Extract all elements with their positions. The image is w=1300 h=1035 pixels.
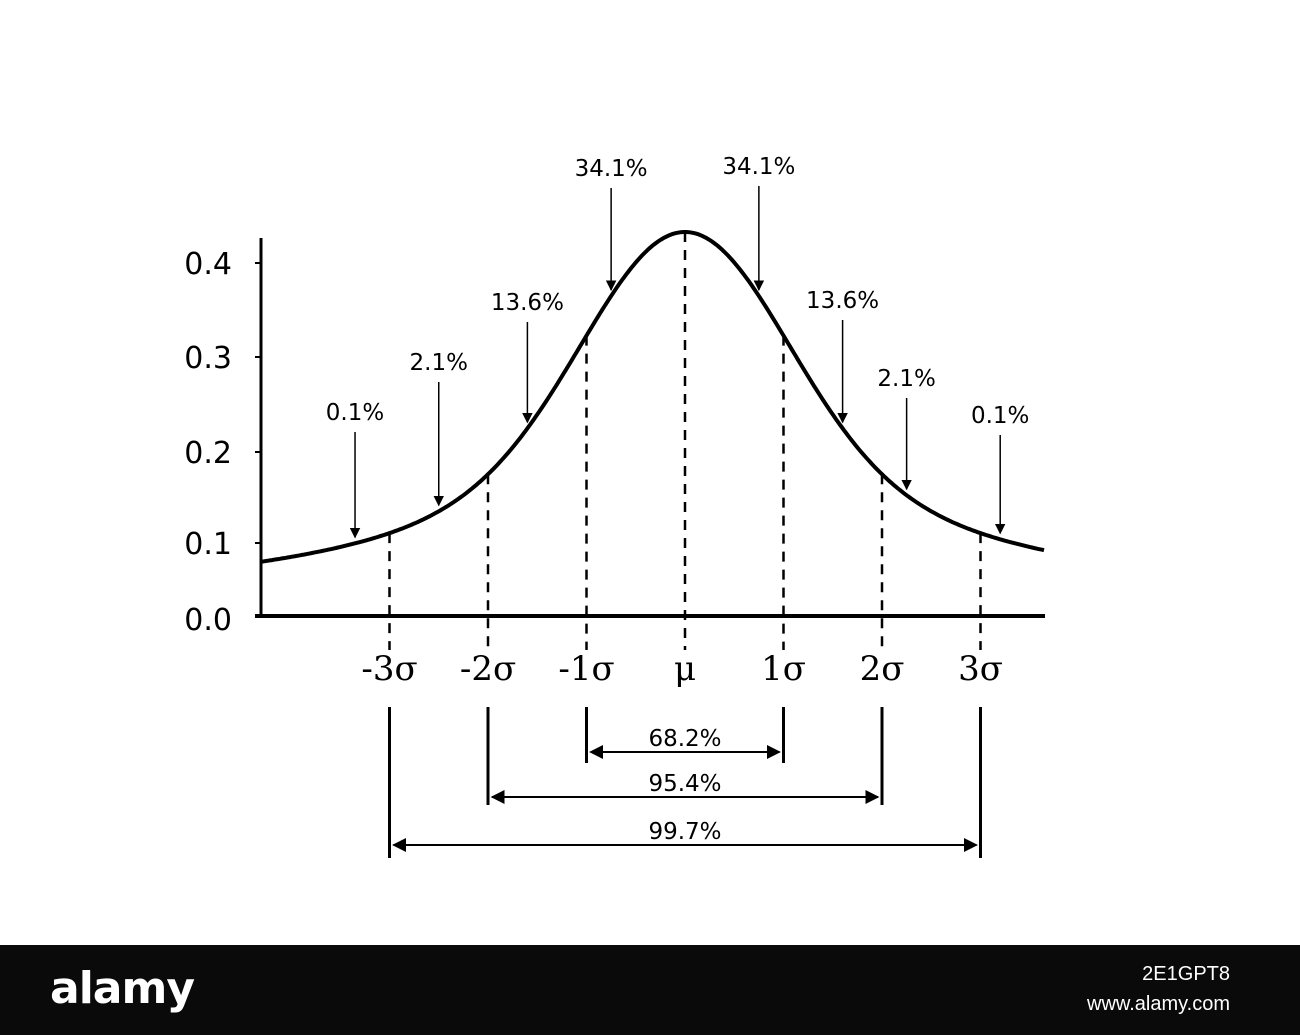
y-tick-label: 0.4 [184, 247, 232, 282]
footer-image-id: 2E1GPT8 [1142, 963, 1230, 985]
sigma-guide-lines [388, 232, 982, 650]
footer-site: www.alamy.com [1087, 993, 1230, 1015]
x-tick-label: 2σ [860, 649, 905, 689]
region-percentage-label: 0.1% [326, 400, 384, 426]
span-label: 99.7% [648, 819, 721, 845]
span-group: 68.2% 95.4% 99.7% [388, 707, 982, 858]
span-label: 95.4% [648, 771, 721, 797]
x-tick-label: -1σ [558, 649, 614, 689]
normal-distribution-chart: 0.0 0.1 0.2 0.3 0.4 -3σ -2σ -1σ μ 1σ 2σ 3σ 0.1% 2.1… [184, 154, 1045, 858]
x-tick-label: -3σ [361, 649, 417, 689]
y-tick-label: 0.2 [184, 436, 232, 471]
region-percentage-group: 0.1% 2.1% 13.6% 34.1% 34.1% 13.6% 2.1% 0.1% [326, 154, 1029, 539]
x-tick-label: 3σ [958, 649, 1003, 689]
footer-bar: alamy 2E1GPT8 www.alamy.com [0, 945, 1300, 1035]
region-percentage-label: 34.1% [722, 154, 795, 180]
footer-logo: alamy [50, 963, 195, 1014]
x-tick-label: μ [674, 649, 696, 689]
normal-curve [261, 230, 1045, 564]
region-percentage-label: 0.1% [971, 403, 1029, 429]
x-tick-group: -3σ -2σ -1σ μ 1σ 2σ 3σ [361, 649, 1003, 689]
x-tick-label: 1σ [761, 649, 806, 689]
x-tick-label: -2σ [460, 649, 516, 689]
region-percentage-label: 34.1% [575, 156, 648, 182]
region-percentage-label: 2.1% [410, 350, 468, 376]
span-label: 68.2% [648, 726, 721, 752]
y-tick-group: 0.0 0.1 0.2 0.3 0.4 [184, 247, 261, 638]
region-percentage-label: 13.6% [806, 288, 879, 314]
region-percentage-label: 13.6% [491, 290, 564, 316]
y-tick-label: 0.3 [184, 341, 232, 376]
y-tick-label: 0.0 [184, 603, 232, 638]
y-tick-label: 0.1 [184, 527, 232, 562]
region-percentage-label: 2.1% [877, 366, 935, 392]
